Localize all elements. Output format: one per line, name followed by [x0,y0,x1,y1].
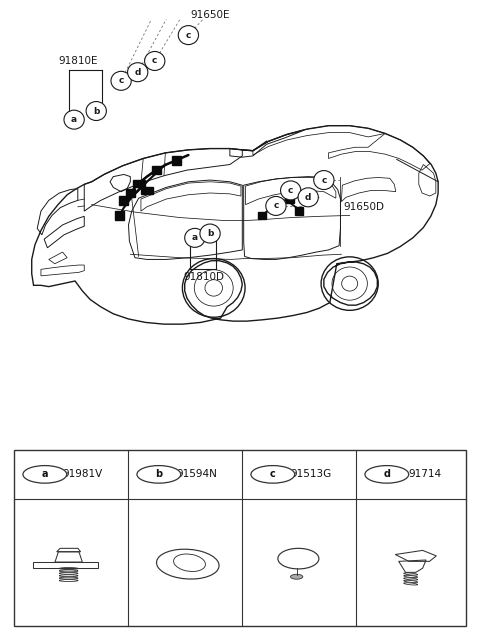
Text: c: c [152,56,157,65]
FancyBboxPatch shape [119,196,129,205]
Text: c: c [321,175,326,184]
FancyBboxPatch shape [286,195,294,203]
Text: b: b [207,229,213,238]
Text: 91714: 91714 [408,469,441,480]
FancyBboxPatch shape [133,180,144,187]
FancyBboxPatch shape [115,211,124,220]
Circle shape [144,51,165,71]
Text: a: a [192,233,198,243]
Text: b: b [155,469,162,480]
Circle shape [314,171,334,189]
Circle shape [128,63,148,82]
Text: d: d [134,67,141,76]
Circle shape [200,224,220,243]
Text: 91594N: 91594N [176,469,217,480]
Text: 91981V: 91981V [62,469,103,480]
Text: 91513G: 91513G [290,469,331,480]
FancyBboxPatch shape [172,156,181,164]
Circle shape [111,71,131,91]
FancyBboxPatch shape [126,189,135,197]
Text: 91810E: 91810E [58,56,97,66]
Circle shape [178,26,199,44]
FancyBboxPatch shape [295,207,303,215]
FancyBboxPatch shape [152,166,161,175]
Circle shape [251,465,295,483]
Circle shape [280,181,301,200]
Circle shape [23,465,67,483]
Text: 91650E: 91650E [190,10,230,20]
Circle shape [298,188,318,207]
Circle shape [137,465,180,483]
Circle shape [64,110,84,129]
Text: a: a [71,115,77,124]
Circle shape [86,101,107,121]
Circle shape [266,196,286,216]
Text: b: b [93,107,99,116]
Text: 91810D: 91810D [183,272,225,282]
Circle shape [365,465,408,483]
Text: d: d [305,193,312,202]
Text: a: a [42,469,48,480]
Text: c: c [186,31,191,40]
Text: c: c [288,186,293,195]
FancyBboxPatch shape [142,187,153,194]
Text: 91650D: 91650D [344,202,384,212]
Circle shape [290,575,303,579]
Text: c: c [119,76,124,85]
Text: c: c [273,202,278,211]
FancyBboxPatch shape [258,212,266,220]
Text: c: c [270,469,276,480]
Text: d: d [384,469,390,480]
Circle shape [185,229,205,247]
